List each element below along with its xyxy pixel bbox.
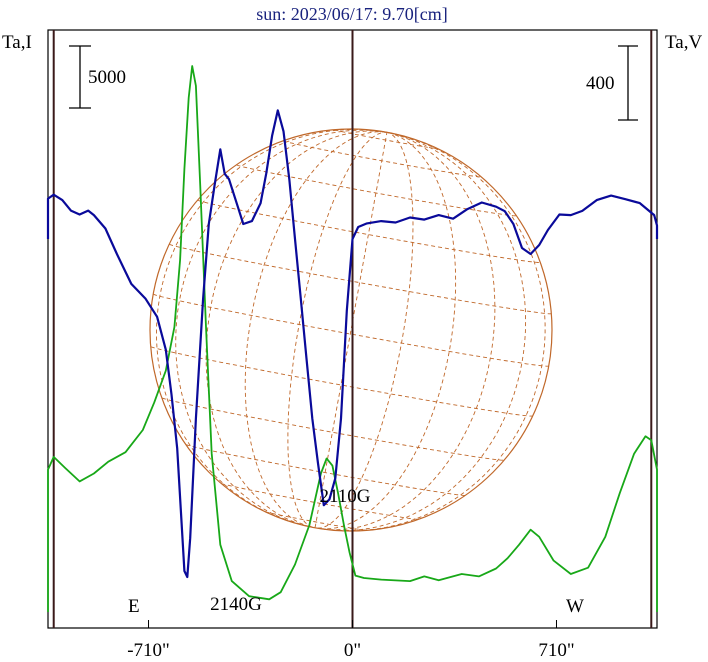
latitude-line [236, 164, 517, 217]
west-limb-label: W [566, 596, 584, 617]
longitude-line [156, 128, 388, 524]
chart-title: sun: 2023/06/17: 9.70[cm] [256, 4, 448, 24]
longitude-line [335, 131, 546, 532]
annotations: 2140G 2110G [210, 486, 371, 615]
series-layer [46, 65, 659, 612]
latitude-line [265, 511, 368, 531]
left-axis-label: Ta,I [2, 32, 32, 53]
intensity-series-line [47, 65, 658, 612]
right-axis-label: Ta,V [665, 32, 702, 53]
field-strength-annotation: 2110G [319, 486, 370, 507]
longitude-line [244, 131, 388, 528]
longitude-line [323, 131, 527, 531]
longitude-line [175, 129, 388, 527]
latitude-line [150, 346, 533, 417]
field-strength-annotation: 2140G [210, 594, 262, 615]
east-limb-label: E [128, 596, 140, 617]
longitude-line [314, 132, 388, 528]
longitude-line [320, 131, 457, 530]
longitude-line [322, 131, 496, 531]
latitude-line [185, 444, 466, 496]
reference-lines [52, 30, 653, 628]
x-tick-label: 710" [538, 640, 574, 661]
polarization-series-line [46, 109, 659, 579]
solar-disk-grid [149, 128, 553, 532]
right-scale-bar: 400 [586, 45, 638, 121]
x-axis-ticks: -1420"-710"0"710"1420" [127, 620, 575, 661]
left-scale-bar: 5000 [69, 45, 126, 109]
left-scale-value: 5000 [88, 67, 126, 88]
right-scale-value: 400 [586, 73, 615, 94]
longitude-line [205, 130, 388, 527]
x-tick-label: 0" [344, 640, 361, 661]
x-tick-label: -710" [127, 640, 170, 661]
equator-line [152, 293, 549, 367]
latitude-line [197, 199, 541, 263]
